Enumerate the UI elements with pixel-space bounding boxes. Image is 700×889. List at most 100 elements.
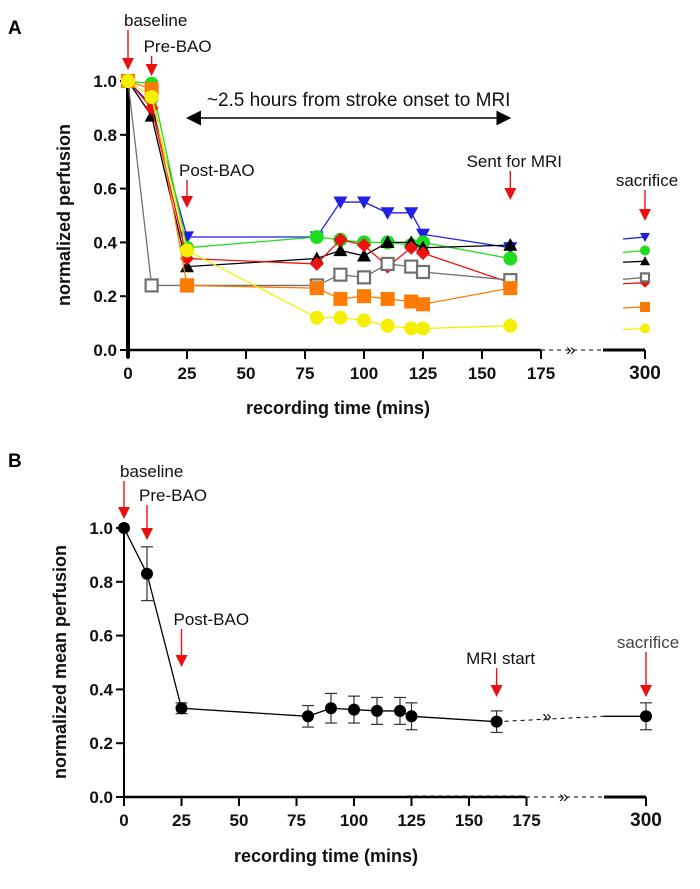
panel-a: A 0.0 0.2 0.4 0.6 0.8 1.0 » 0 25 50 75 100 125 150 175… [8,11,678,418]
annotation-sacrifice: sacrifice [616,171,678,221]
data-point [144,278,159,293]
data-point [175,702,188,715]
annotation-post-bao: Post-BAO [179,161,255,208]
series-line [127,80,511,284]
data-point [121,74,135,88]
y-tick-label: 0.2 [89,734,113,753]
data-point [503,251,518,266]
panel-b-axes: 0.0 0.2 0.4 0.6 0.8 1.0 » 0 25 50 75 100 125 150 175 30… [89,519,661,831]
data-point [371,704,383,717]
data-point [357,196,371,210]
annotation-sacrifice: sacrifice [617,633,679,697]
data-point [180,251,194,266]
y-tick-label: 1.0 [93,72,117,91]
data-point [333,267,348,282]
panel-b-annotations: baseline Pre-BAO Post-BAO MRI start sacrific… [118,462,679,697]
y-tick-label: 0.6 [89,627,113,646]
panel-b: B 0.0 0.2 0.4 0.6 0.8 1.0 » 0 25 50 75 100 125 150 175… [8,451,679,866]
panel-a-x-axis-title: recording time (mins) [246,398,430,418]
annotation-label: baseline [120,462,183,481]
annotation-post-bao: Post-BAO [174,610,250,667]
data-point [309,281,324,296]
data-point [309,310,324,325]
annotation-span: ~2.5 hours from stroke onset to MRI [186,90,512,126]
data-point [309,256,324,271]
x-axis-break-symbol: » [559,787,568,806]
x-tick-label: 175 [527,364,555,383]
data-point [309,230,324,245]
y-tick-label: 1.0 [89,519,113,538]
panel-a-label: A [8,18,22,39]
annotation-label: sacrifice [617,633,679,652]
data-point [394,704,406,717]
data-point [640,256,650,266]
y-tick-label: 0.8 [93,126,117,145]
data-point [180,278,194,293]
panel-b-series: » [118,522,652,734]
x-tick-label: 175 [512,811,540,830]
data-point [380,318,395,333]
annotation-label: Post-BAO [179,161,255,180]
data-point [416,228,430,242]
y-tick-label: 0.8 [89,573,113,592]
data-point [503,318,518,333]
x-tick-label: 0 [119,811,128,830]
annotation-baseline: baseline [118,462,183,519]
x-tick-label: 100 [340,811,368,830]
panel-a-y-axis-title: normalized perfusion [54,124,74,306]
x-axis-break-symbol: » [566,340,575,359]
data-point [333,232,348,247]
annotation-label: Pre-BAO [139,486,207,505]
data-point [118,522,130,534]
panel-a-annotations: baseline Pre-BAO Post-BAO Sent for MRI sacri… [122,11,678,221]
data-point [640,301,650,312]
data-point [416,246,430,261]
annotation-arrow-head [175,655,188,667]
data-point [404,207,419,220]
data-point [333,291,348,306]
data-point [380,291,395,306]
series-animal-yellow [121,74,650,336]
annotation-arrow-head [122,58,134,70]
annotation-label: Sent for MRI [467,152,562,171]
y-tick-label: 0.2 [93,287,117,306]
panel-b-x-axis-title: recording time (mins) [234,846,418,866]
series-stub [622,236,646,240]
data-point [357,248,371,262]
annotation-label: Post-BAO [174,610,250,629]
data-point [503,281,518,296]
x-tick-label: 50 [237,364,256,383]
series-break-dashes [496,715,605,723]
annotation-pre-bao: Pre-BAO [144,37,212,76]
y-tick-label: 0.0 [93,341,117,360]
data-point [144,108,159,122]
data-point [503,238,518,251]
x-tick-label: 50 [230,811,249,830]
data-point [404,321,419,336]
data-point [333,310,348,325]
annotation-span-label: ~2.5 hours from stroke onset to MRI [207,90,511,111]
x-tick-label: 75 [287,811,306,830]
data-point [357,238,371,253]
x-tick-label: 125 [397,811,425,830]
data-point [325,702,337,715]
series-break-symbol: » [542,706,551,725]
data-point [490,715,503,728]
data-point [380,256,395,272]
series-stub [622,260,646,263]
data-point [639,272,651,283]
data-point [357,289,371,304]
data-point [404,240,419,255]
y-tick-label: 0.6 [93,180,117,199]
series-line [123,527,497,723]
data-point [348,703,360,716]
annotation-arrow-head [490,685,503,697]
data-point [640,245,650,256]
annotation-baseline: baseline [122,11,187,70]
data-point [141,567,153,580]
data-point [380,235,395,248]
annotation-label: Pre-BAO [144,37,212,56]
data-point [380,207,395,220]
panel-b-label: B [8,451,22,472]
x-tick-label: 75 [296,364,315,383]
